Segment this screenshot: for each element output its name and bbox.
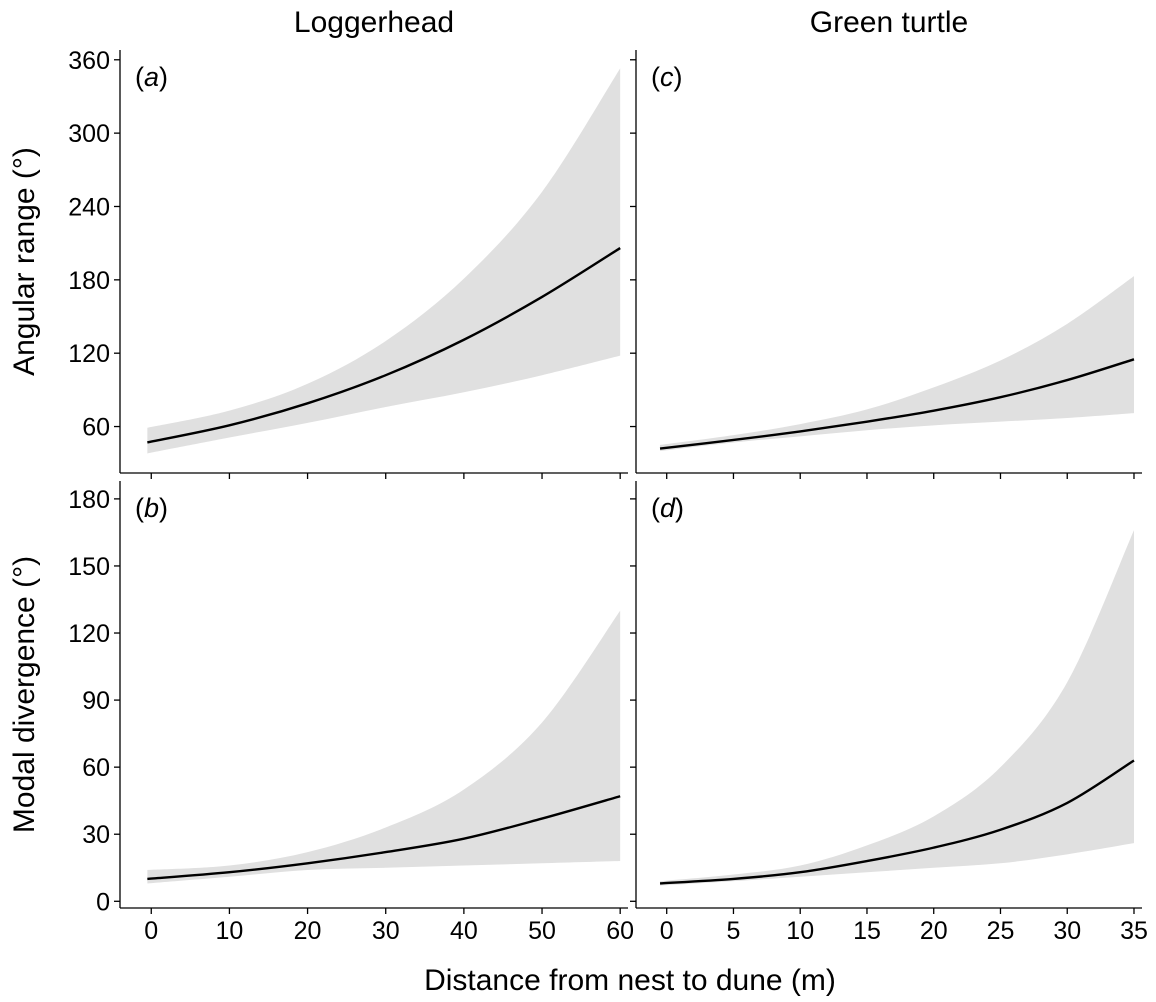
fit-line-a [147, 247, 621, 444]
column-title-loggerhead: Loggerhead [294, 6, 454, 39]
x-tick-label-d: 35 [1120, 917, 1148, 945]
y-tick-label-b: 0 [96, 888, 110, 916]
x-tick-label-b: 30 [372, 917, 400, 945]
panel-b: 0 30 60 90 120 150 180 0 10 20 30 40 50 60 (b) [68, 481, 634, 945]
x-tick-label-b: 0 [144, 917, 158, 945]
panel-label-a: (a) [135, 62, 168, 92]
x-tick-label-d: 10 [786, 917, 814, 945]
x-tick-label-b: 60 [606, 917, 634, 945]
panel-d: 0 5 10 15 20 25 30 35 (d) [630, 481, 1148, 945]
confidence-band-b [147, 610, 621, 884]
y-tick-label-a: 360 [68, 47, 110, 75]
y-axis-label-angular-range: Angular range (°) [8, 147, 41, 376]
panel-a: 60 120 180 240 300 360 (a) [68, 47, 628, 479]
x-tick-label-b: 50 [528, 917, 556, 945]
y-tick-label-b: 180 [68, 486, 110, 514]
y-tick-label-b: 90 [82, 687, 110, 715]
y-tick-label-b: 150 [68, 553, 110, 581]
y-tick-label-b: 30 [82, 821, 110, 849]
panel-label-c: (c) [651, 62, 683, 92]
x-tick-label-d: 0 [660, 917, 674, 945]
panel-label-d: (d) [651, 493, 684, 523]
fit-line-c [659, 358, 1135, 450]
fit-line-b [147, 795, 621, 881]
y-tick-label-a: 120 [68, 340, 110, 368]
y-tick-label-b: 120 [68, 620, 110, 648]
panel-label-b: (b) [135, 493, 168, 523]
y-tick-label-a: 300 [68, 120, 110, 148]
x-tick-label-d: 15 [853, 917, 881, 945]
x-tick-label-d: 5 [727, 917, 741, 945]
y-tick-label-a: 240 [68, 193, 110, 221]
x-tick-label-b: 20 [294, 917, 322, 945]
column-title-green-turtle: Green turtle [810, 6, 968, 39]
panel-c: (c) [630, 50, 1142, 479]
confidence-band-c [660, 276, 1134, 451]
x-tick-label-d: 30 [1053, 917, 1081, 945]
x-axis-label: Distance from nest to dune (m) [424, 964, 836, 997]
x-tick-label-b: 40 [450, 917, 478, 945]
fit-line-d [659, 759, 1135, 885]
y-tick-label-b: 60 [82, 754, 110, 782]
x-tick-label-d: 25 [987, 917, 1015, 945]
confidence-band-d [660, 530, 1134, 886]
x-tick-label-d: 20 [920, 917, 948, 945]
y-tick-label-a: 60 [82, 414, 110, 442]
confidence-band-a [147, 68, 621, 454]
y-tick-label-a: 180 [68, 267, 110, 295]
y-axis-label-modal-divergence: Modal divergence (°) [8, 556, 41, 833]
x-tick-label-b: 10 [216, 917, 244, 945]
